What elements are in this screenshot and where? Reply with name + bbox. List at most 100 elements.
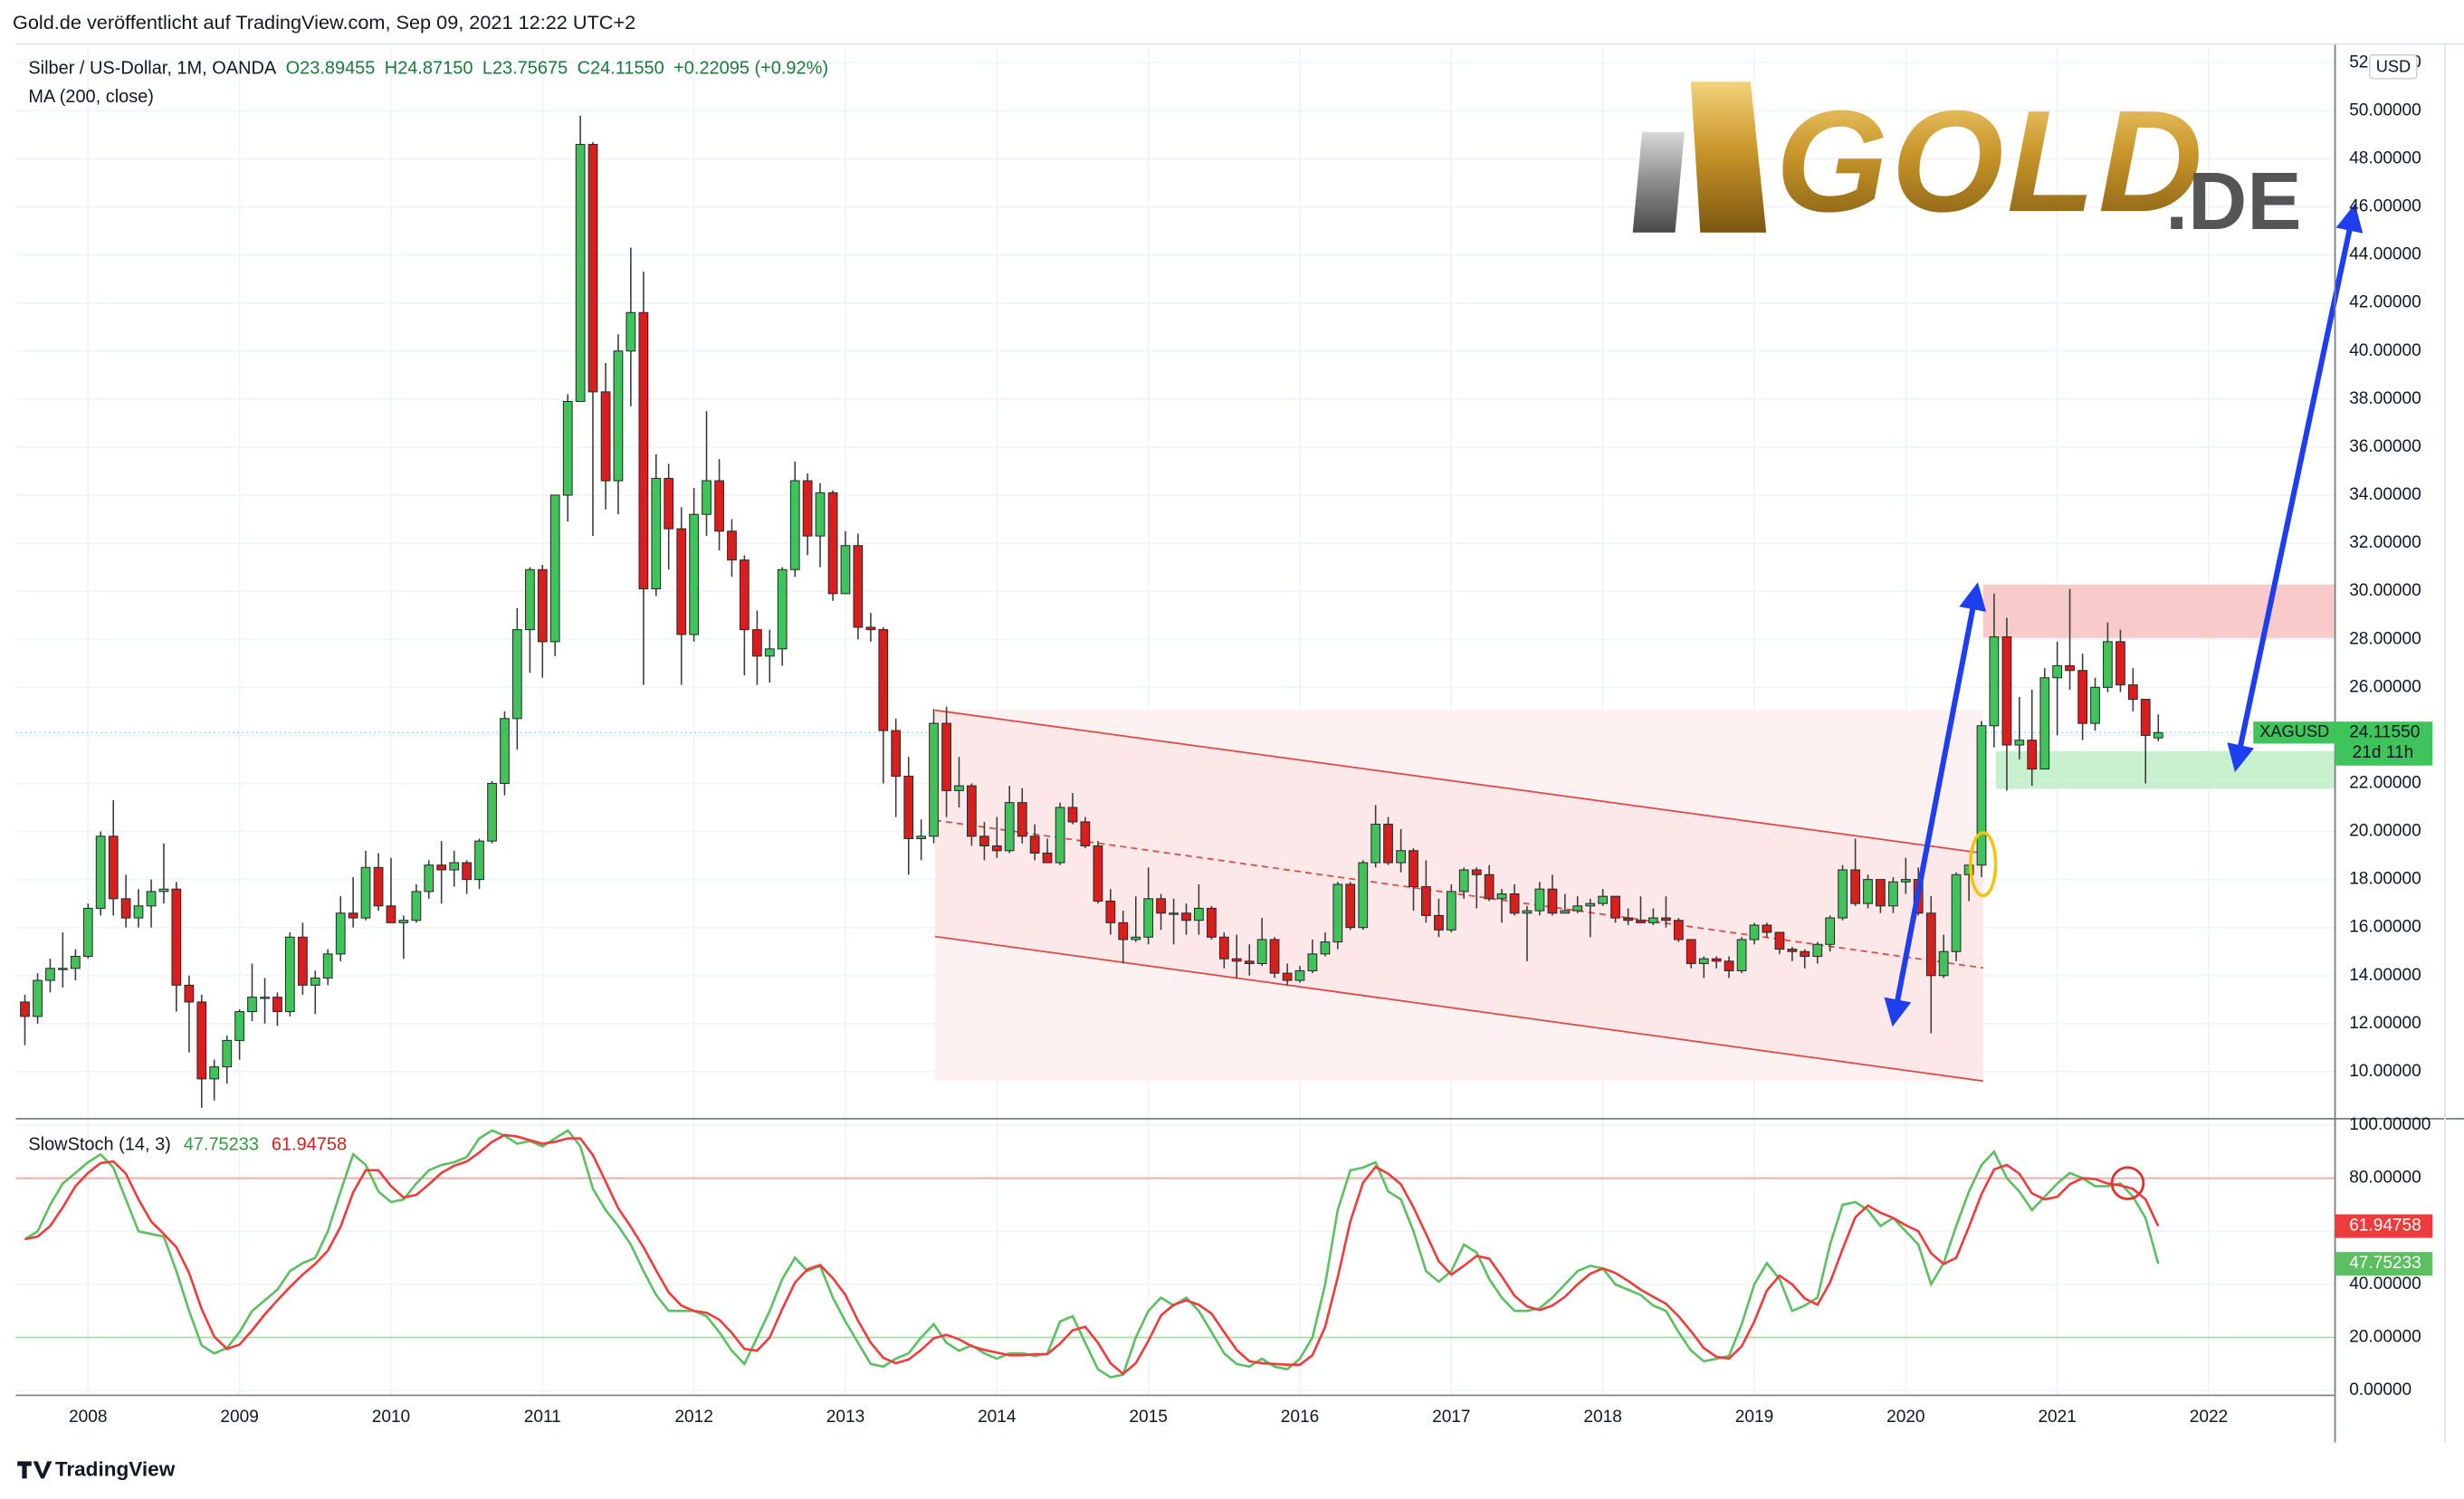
candle-body bbox=[1989, 636, 2000, 727]
candle-body bbox=[1774, 931, 1785, 950]
candle-body bbox=[1017, 802, 1027, 837]
candle-body bbox=[1218, 936, 1229, 960]
candle-body bbox=[1093, 845, 1103, 902]
candle-body bbox=[284, 936, 295, 1013]
x-tick-label: 2012 bbox=[674, 1408, 712, 1427]
candle-body bbox=[1181, 912, 1191, 921]
candle-body bbox=[2039, 677, 2050, 770]
x-tick-label: 2019 bbox=[1735, 1408, 1773, 1427]
candle-body bbox=[373, 866, 384, 907]
candle-body bbox=[209, 1066, 220, 1080]
y-tick-label: 44.00000 bbox=[2349, 245, 2421, 264]
y-tick-label: 28.00000 bbox=[2349, 629, 2421, 648]
candle-body bbox=[1282, 972, 1293, 981]
candle-body bbox=[562, 400, 573, 496]
candle-body bbox=[714, 480, 724, 532]
candle-body bbox=[739, 559, 750, 631]
candle-body bbox=[2090, 686, 2100, 724]
candle-body bbox=[1572, 905, 1583, 912]
channel-fill bbox=[934, 710, 1983, 1082]
y-tick-label: 10.00000 bbox=[2349, 1062, 2421, 1081]
candle-body bbox=[310, 977, 320, 986]
candle-body bbox=[777, 568, 788, 650]
candle-body bbox=[587, 144, 598, 393]
candle-body bbox=[1610, 895, 1620, 919]
candle-body bbox=[600, 391, 611, 482]
price-layer bbox=[20, 115, 2163, 1379]
footer: TradingView bbox=[17, 1458, 176, 1481]
candle-body bbox=[1863, 879, 1873, 904]
candle-body bbox=[549, 494, 560, 643]
candle-body bbox=[1484, 874, 1495, 900]
candle-body bbox=[929, 722, 939, 837]
candle-body bbox=[1396, 850, 1406, 864]
candle-body bbox=[1673, 920, 1684, 940]
channel-upper bbox=[934, 709, 1983, 855]
y-tick-label: 30.00000 bbox=[2349, 581, 2421, 600]
candle-body bbox=[1585, 902, 1596, 907]
candle-body bbox=[1131, 936, 1141, 940]
y-tick-label: 32.00000 bbox=[2349, 533, 2421, 552]
candle-body bbox=[764, 648, 775, 657]
candle-body bbox=[95, 835, 106, 909]
x-tick-label: 2020 bbox=[1886, 1408, 1924, 1427]
x-tick-label: 2016 bbox=[1281, 1408, 1319, 1427]
candle-body bbox=[1762, 924, 1772, 933]
candle-body bbox=[865, 626, 876, 631]
candle-body bbox=[1800, 950, 1810, 958]
candle-body bbox=[1636, 920, 1646, 923]
price-label: 24.11550 bbox=[2349, 722, 2420, 741]
candle-body bbox=[272, 997, 282, 1013]
candle-body bbox=[1661, 917, 1671, 921]
legend-open: O23.89455 bbox=[286, 59, 376, 79]
annotations bbox=[934, 584, 2335, 1083]
y-tick-label: 12.00000 bbox=[2349, 1014, 2421, 1033]
candle-body bbox=[1055, 807, 1065, 864]
candle-body bbox=[1420, 886, 1431, 916]
candle-body bbox=[1787, 949, 1798, 952]
x-tick-label: 2022 bbox=[2190, 1408, 2228, 1427]
candle-body bbox=[979, 835, 989, 846]
candle-body bbox=[626, 311, 636, 352]
candle-body bbox=[1458, 869, 1469, 893]
candle-body bbox=[840, 545, 851, 595]
candle-body bbox=[1332, 883, 1343, 943]
candle-body bbox=[1358, 862, 1369, 929]
footer-logo bbox=[17, 1461, 53, 1479]
x-tick-label: 2017 bbox=[1432, 1408, 1470, 1427]
logo-bar bbox=[1632, 131, 1685, 233]
x-tick-label: 2014 bbox=[978, 1408, 1017, 1427]
legend-high: H24.87150 bbox=[385, 59, 473, 79]
ma-label: MA (200, close) bbox=[28, 87, 154, 107]
candle-body bbox=[71, 956, 81, 969]
candle-body bbox=[247, 997, 257, 1013]
candle-body bbox=[1509, 893, 1520, 914]
candle-body bbox=[1623, 917, 1633, 921]
candle-body bbox=[1067, 807, 1078, 823]
candle-body bbox=[1105, 900, 1116, 923]
resistance-zone bbox=[1982, 584, 2335, 638]
x-tick-label: 2021 bbox=[2038, 1408, 2076, 1427]
candle-body bbox=[1004, 802, 1015, 852]
candle-body bbox=[1307, 953, 1318, 971]
legend-close: C24.11550 bbox=[578, 59, 664, 79]
channel-lower bbox=[934, 935, 1983, 1083]
candle-body bbox=[2077, 670, 2087, 724]
candle-body bbox=[1496, 893, 1507, 900]
currency-label: USD bbox=[2376, 57, 2411, 75]
candle-body bbox=[2127, 684, 2138, 701]
candle-body bbox=[1207, 907, 1217, 938]
candle-body bbox=[1156, 898, 1166, 914]
candle-body bbox=[449, 862, 460, 871]
candle-body bbox=[789, 480, 800, 570]
candle-body bbox=[1938, 950, 1949, 977]
candle-body bbox=[222, 1039, 233, 1068]
candle-body bbox=[2103, 641, 2113, 688]
candle-body bbox=[82, 907, 93, 958]
legend: Silber / US-Dollar, 1M, OANDA O23.89455 H2… bbox=[28, 59, 828, 79]
candle-body bbox=[1446, 891, 1456, 931]
legend-change: +0.22095 (+0.92%) bbox=[673, 59, 828, 79]
y-tick-label: 34.00000 bbox=[2349, 485, 2421, 504]
